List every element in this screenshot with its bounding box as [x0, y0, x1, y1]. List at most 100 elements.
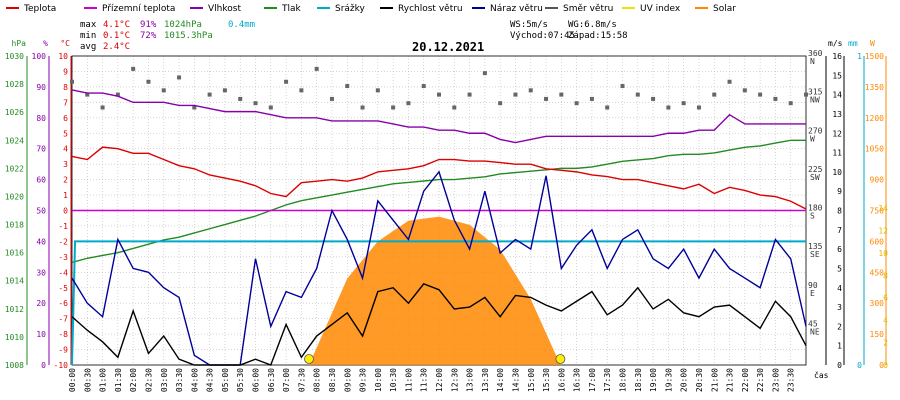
- axis-tick-right: 10: [832, 168, 842, 177]
- axis-tick-right: 16: [832, 52, 842, 61]
- axis-tick-left: 9: [63, 67, 68, 76]
- point-wind-direction: [651, 96, 656, 101]
- axis-tick-x: 02:30: [144, 368, 153, 392]
- axis-tick-right: 11: [832, 149, 842, 158]
- stat-min-hum: 72%: [140, 31, 157, 41]
- stat-rain: 0.4mm: [228, 20, 255, 30]
- axis-tick-left: 1016: [5, 249, 24, 258]
- point-wind-direction: [727, 79, 732, 84]
- axis-tick-right: 5: [837, 264, 842, 273]
- axis-tick-x: 02:00: [129, 368, 138, 392]
- series-humidity: [71, 89, 806, 144]
- axis-tick-left: 7: [63, 98, 68, 107]
- axis-tick-x: 16:30: [573, 368, 582, 392]
- legend-label: Náraz větru: [490, 4, 543, 14]
- axis-tick-left: -8: [58, 330, 68, 339]
- point-wind-direction: [345, 84, 350, 89]
- axis-tick-right: 4: [837, 284, 842, 293]
- axis-tick-right: 0: [837, 361, 842, 370]
- axis-tick-left: 90: [36, 83, 46, 92]
- axis-tick-left: -2: [58, 237, 68, 246]
- point-wind-direction: [559, 92, 564, 97]
- axis-tick-left: 20: [36, 299, 46, 308]
- point-wind-direction: [375, 88, 380, 93]
- axis-tick-x: 04:00: [190, 368, 199, 392]
- point-wind-direction: [100, 105, 105, 110]
- axis-tick-left: 0: [41, 361, 46, 370]
- axis-tick-left: 6: [63, 114, 68, 123]
- axis-tick-x: 06:30: [267, 368, 276, 392]
- axis-tick-winddir-deg: 360: [808, 49, 823, 58]
- legend-label: Rychlost větru: [398, 4, 463, 14]
- stat-min-label: min: [80, 31, 96, 41]
- point-wind-direction: [421, 84, 426, 89]
- point-wind-direction: [222, 88, 227, 93]
- point-wind-direction: [360, 105, 365, 110]
- point-wind-direction: [437, 92, 441, 97]
- axis-tick-x: 08:30: [328, 368, 337, 392]
- axis-tick-x: 14:30: [511, 368, 520, 392]
- axis-tick-x: 13:30: [481, 368, 490, 392]
- sun-marker: [304, 354, 314, 364]
- axis-tick-left: 10: [58, 52, 68, 61]
- axis-tick-x: 14:00: [496, 368, 505, 392]
- point-wind-direction: [696, 105, 701, 110]
- stat-max-label: max: [80, 20, 97, 30]
- axis-tick-x: 01:00: [99, 368, 108, 392]
- axis-unit-right: mm: [848, 39, 858, 48]
- axis-tick-left: 1022: [5, 164, 24, 173]
- legend-label: Vlhkost: [208, 4, 241, 14]
- axis-tick-uv: 6: [883, 294, 888, 303]
- point-wind-direction: [513, 92, 518, 97]
- point-wind-direction: [314, 66, 319, 71]
- axis-tick-winddir-deg: 315: [808, 88, 823, 97]
- axis-tick-right: 450: [870, 268, 885, 277]
- stat-avg-label: avg: [80, 42, 96, 52]
- axis-tick-right: 15: [832, 71, 842, 80]
- axis-tick-winddir-label: W: [810, 134, 815, 143]
- point-wind-direction: [605, 105, 610, 110]
- axis-tick-winddir-label: SE: [810, 250, 820, 259]
- axis-tick-left: 1014: [5, 277, 24, 286]
- axis-tick-uv: 10: [878, 249, 888, 258]
- axis-tick-left: 5: [63, 129, 68, 138]
- point-wind-direction: [574, 101, 579, 106]
- point-wind-direction: [635, 92, 640, 97]
- axis-tick-left: 1010: [5, 333, 24, 342]
- point-wind-direction: [85, 92, 90, 97]
- axis-tick-left: 1026: [5, 108, 24, 117]
- axis-tick-x: 05:00: [221, 368, 230, 392]
- axis-tick-uv: 0: [883, 361, 888, 370]
- axis-tick-left: -6: [58, 299, 68, 308]
- axis-tick-x: 09:00: [343, 368, 352, 392]
- axis-tick-x: 16:00: [557, 368, 566, 392]
- axis-tick-x: 19:30: [664, 368, 673, 392]
- legend-label: Solar: [713, 4, 736, 14]
- axis-tick-x: 20:00: [680, 368, 689, 392]
- axis-tick-x: 10:00: [374, 368, 383, 392]
- axis-tick-x: 23:30: [787, 368, 796, 392]
- axis-tick-right: 0: [879, 361, 884, 370]
- series-solar: [309, 216, 561, 365]
- point-wind-direction: [284, 79, 289, 84]
- point-wind-direction: [681, 101, 686, 106]
- axis-tick-right: 13: [832, 110, 842, 119]
- axis-tick-right: 2: [837, 322, 842, 331]
- axis-tick-left: -5: [58, 284, 68, 293]
- point-wind-direction: [467, 92, 472, 97]
- point-wind-direction: [329, 96, 334, 101]
- axis-tick-right: 7: [837, 226, 842, 235]
- axis-tick-winddir-deg: 225: [808, 165, 823, 174]
- axis-tick-right: 1500: [865, 52, 884, 61]
- axis-tick-left: -1: [58, 222, 68, 231]
- point-wind-direction: [268, 105, 273, 110]
- axis-tick-left: 1018: [5, 221, 24, 230]
- series-precipitation: [71, 240, 806, 366]
- point-wind-direction: [177, 75, 182, 80]
- axis-tick-x: 12:30: [450, 368, 459, 392]
- axis-tick-x: 00:00: [68, 368, 77, 392]
- legend-label: Směr větru: [563, 4, 613, 14]
- point-wind-direction: [131, 66, 136, 71]
- axis-tick-left: 4: [63, 145, 68, 154]
